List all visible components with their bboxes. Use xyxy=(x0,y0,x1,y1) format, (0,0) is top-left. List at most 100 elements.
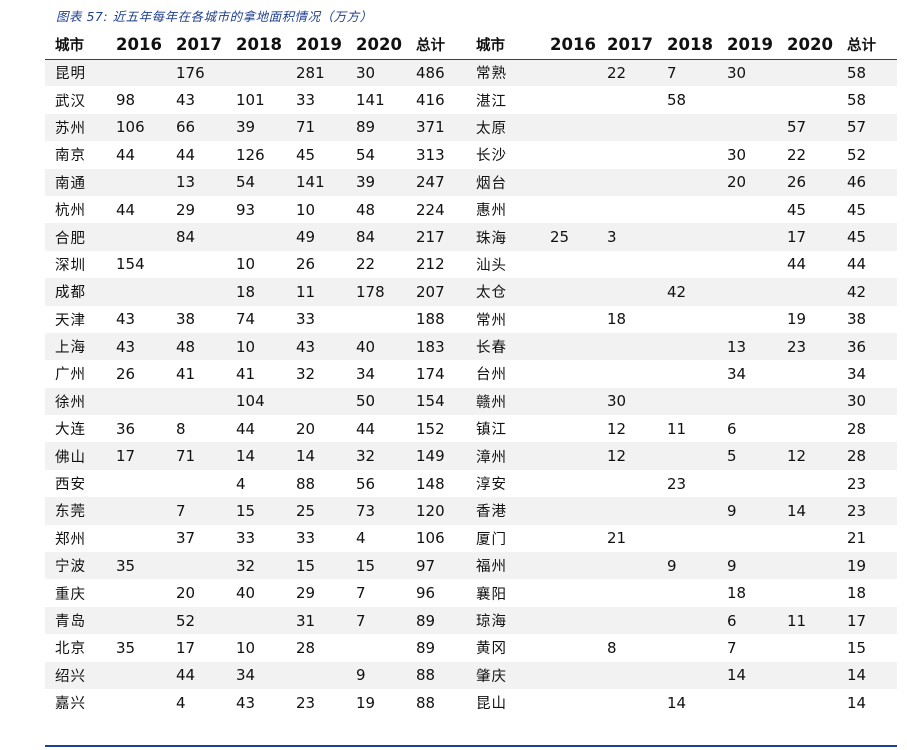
city-cell: 肇庆 xyxy=(466,661,540,689)
value-cell: 57 xyxy=(777,113,837,142)
value-cell xyxy=(777,525,837,552)
value-cell xyxy=(540,497,597,525)
value-cell xyxy=(777,59,837,87)
value-cell: 84 xyxy=(166,223,226,251)
city-cell: 佛山 xyxy=(45,442,106,470)
table-row: 西安 4 88 56 148 淳安 23 23 xyxy=(45,470,897,497)
value-cell: 9 xyxy=(346,661,406,689)
value-cell: 32 xyxy=(296,364,316,383)
value-cell: 89 xyxy=(346,113,406,142)
value-cell: 7 xyxy=(346,606,406,635)
value-cell xyxy=(597,332,657,361)
value-cell xyxy=(106,278,166,306)
value-cell: 31 xyxy=(286,606,346,635)
value-cell: 8 xyxy=(607,638,617,657)
total-cell: 224 xyxy=(416,200,445,219)
value-cell xyxy=(777,86,837,113)
value-cell xyxy=(166,552,226,580)
header-year: 2018 xyxy=(657,30,717,60)
value-cell: 178 xyxy=(346,278,406,306)
value-cell: 4 xyxy=(356,529,366,548)
value-cell: 84 xyxy=(346,223,406,251)
total-cell: 57 xyxy=(837,113,897,142)
header-year: 2017 xyxy=(166,30,226,60)
total-cell: 486 xyxy=(406,59,466,87)
city-cell: 天津 xyxy=(55,312,86,329)
value-cell xyxy=(777,689,837,716)
value-cell xyxy=(717,689,777,716)
value-cell xyxy=(657,223,717,251)
value-cell: 26 xyxy=(777,168,837,196)
city-cell: 南通 xyxy=(45,168,106,196)
value-cell: 71 xyxy=(166,442,226,470)
value-cell: 15 xyxy=(346,552,406,580)
value-cell: 44 xyxy=(356,419,376,438)
city-cell: 大连 xyxy=(55,422,86,439)
value-cell xyxy=(286,661,346,689)
city-cell: 绍兴 xyxy=(45,661,106,689)
value-cell: 43 xyxy=(116,310,136,329)
total-cell: 120 xyxy=(406,497,466,525)
value-cell: 154 xyxy=(116,255,145,274)
total-cell: 44 xyxy=(847,255,867,274)
value-cell xyxy=(717,223,777,251)
value-cell xyxy=(777,360,837,387)
table-row: 武汉 98 43 101 33 141 416 湛江 58 58 xyxy=(45,86,897,113)
total-cell: 14 xyxy=(837,661,897,689)
value-cell: 26 xyxy=(296,255,316,274)
city-cell: 宁波 xyxy=(45,552,106,580)
value-cell: 23 xyxy=(777,332,837,361)
value-cell xyxy=(657,113,717,142)
value-cell xyxy=(657,332,717,361)
value-cell: 9 xyxy=(717,497,777,525)
value-cell xyxy=(777,579,837,606)
value-cell: 40 xyxy=(346,332,406,361)
value-cell: 23 xyxy=(296,693,316,712)
value-cell xyxy=(597,278,657,306)
value-cell: 49 xyxy=(286,223,346,251)
value-cell: 36 xyxy=(116,419,136,438)
value-cell: 37 xyxy=(176,529,196,548)
total-cell: 52 xyxy=(847,145,867,164)
table-row: 上海 43 48 10 43 40 183 长春 13 23 36 xyxy=(45,332,897,361)
value-cell: 8 xyxy=(176,419,186,438)
total-cell: 45 xyxy=(837,223,897,251)
value-cell xyxy=(657,525,717,552)
value-cell xyxy=(597,86,657,113)
value-cell xyxy=(597,470,657,497)
value-cell xyxy=(540,251,597,278)
value-cell xyxy=(717,387,777,416)
value-cell: 93 xyxy=(236,200,256,219)
total-cell: 21 xyxy=(847,529,867,548)
value-cell: 22 xyxy=(356,255,376,274)
value-cell: 14 xyxy=(777,497,837,525)
value-cell: 7 xyxy=(166,497,226,525)
value-cell xyxy=(777,552,837,580)
city-cell: 太仓 xyxy=(466,278,540,306)
value-cell: 52 xyxy=(166,606,226,635)
value-cell: 33 xyxy=(236,529,256,548)
value-cell: 34 xyxy=(226,661,286,689)
value-cell: 18 xyxy=(727,584,747,603)
value-cell: 9 xyxy=(657,552,717,580)
value-cell xyxy=(540,332,597,361)
value-cell: 54 xyxy=(226,168,286,196)
city-cell: 东莞 xyxy=(45,497,106,525)
value-cell: 29 xyxy=(296,584,316,603)
value-cell: 44 xyxy=(176,145,196,164)
total-cell: 38 xyxy=(847,310,867,329)
city-cell: 昆明 xyxy=(45,59,106,87)
value-cell: 34 xyxy=(727,364,747,383)
table-body: 昆明 176 281 30 486 常熟 22 7 30 58 武汉 98 43 101 33 141 416 湛… xyxy=(45,59,897,716)
table-row: 北京 35 17 10 28 89 黄冈 8 7 15 xyxy=(45,634,897,661)
value-cell: 26 xyxy=(116,364,136,383)
city-cell: 黄冈 xyxy=(476,641,507,658)
value-cell: 13 xyxy=(166,168,226,196)
total-cell: 212 xyxy=(416,255,445,274)
city-cell: 赣州 xyxy=(466,387,540,416)
value-cell xyxy=(597,113,657,142)
value-cell: 34 xyxy=(356,364,376,383)
value-cell: 176 xyxy=(166,59,226,87)
value-cell xyxy=(777,634,837,661)
value-cell xyxy=(540,415,597,442)
